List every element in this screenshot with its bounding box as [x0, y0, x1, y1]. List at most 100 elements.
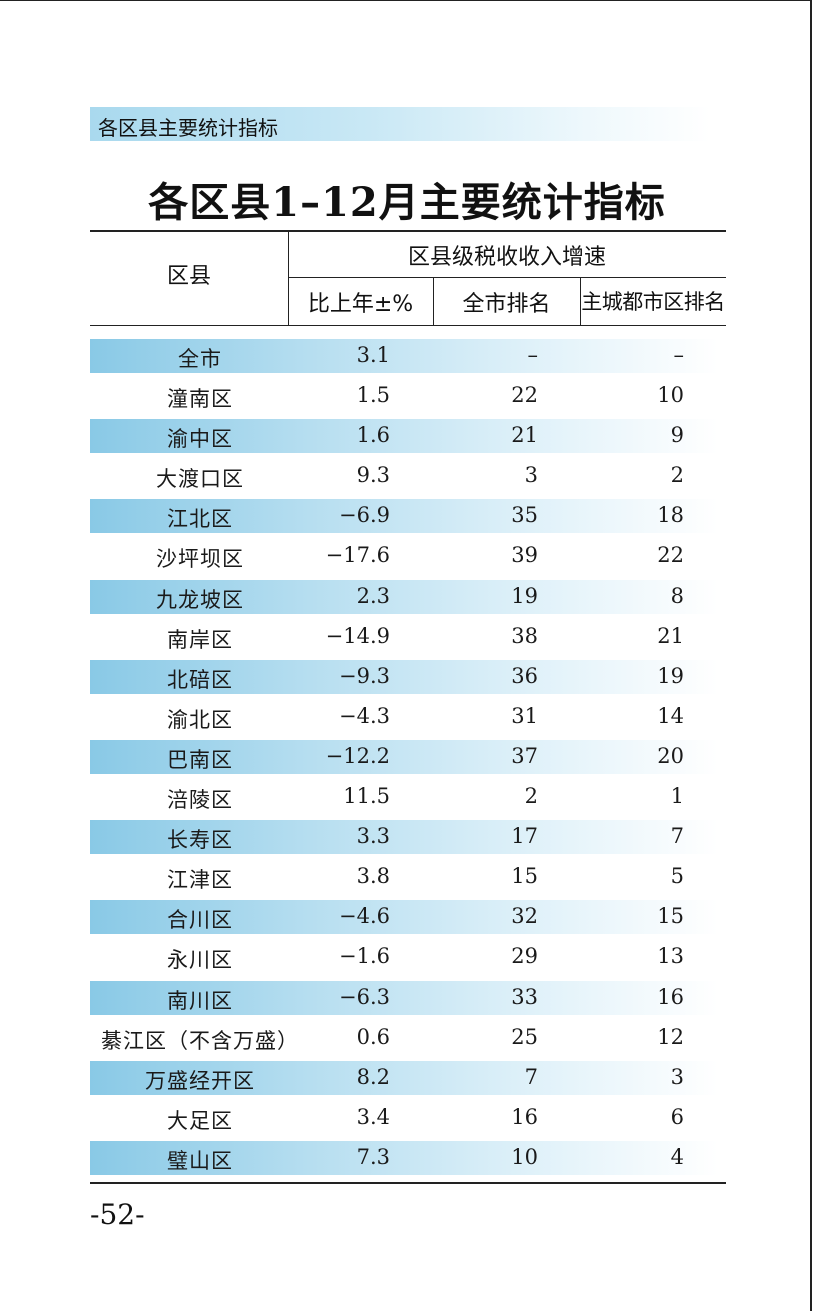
table-row: 江津区 3.8 15 5 — [90, 858, 726, 898]
table-row: 涪陵区 11.5 2 1 — [90, 778, 726, 818]
table-row: 南岸区 −14.9 38 21 — [90, 618, 726, 658]
yoy-percent-cell: −6.3 — [339, 984, 390, 1009]
table-row: 万盛经开区 8.2 7 3 — [90, 1059, 726, 1099]
page-title: 各区县1–12月主要统计指标 — [148, 179, 666, 226]
city-rank-cell: – — [527, 343, 539, 367]
city-rank-cell: 17 — [511, 824, 538, 849]
row-shading-band — [90, 339, 718, 373]
table-row: 全市 3.1 – – — [90, 337, 726, 377]
yoy-percent-cell: −12.2 — [325, 743, 390, 768]
yoy-percent-cell: 3.4 — [356, 1104, 390, 1129]
table-header-vline — [580, 277, 581, 325]
yoy-percent-cell: −4.3 — [339, 703, 390, 728]
yoy-percent-cell: −17.6 — [325, 543, 390, 568]
city-rank-cell: 31 — [511, 703, 538, 728]
city-rank-cell: 33 — [511, 984, 538, 1009]
table-row: 南川区 −6.3 33 16 — [90, 979, 726, 1019]
city-rank-cell: 16 — [511, 1104, 538, 1129]
page-frame-top — [0, 0, 812, 1]
yoy-percent-cell: −6.9 — [339, 503, 390, 528]
county-name-cell: 大足区 — [167, 1108, 233, 1133]
table-top-rule — [90, 230, 726, 232]
header-county: 区县 — [166, 264, 211, 289]
county-name-cell: 綦江区（不含万盛） — [101, 1028, 299, 1053]
row-shading-band — [90, 980, 718, 1015]
county-name-cell: 涪陵区 — [167, 788, 233, 813]
page-number: -52- — [90, 1198, 145, 1231]
county-name-cell: 沙坪坝区 — [156, 547, 244, 572]
yoy-percent-cell: 9.3 — [356, 463, 390, 488]
table-row: 璧山区 7.3 10 4 — [90, 1139, 726, 1179]
yoy-percent-cell: 1.5 — [356, 383, 390, 408]
main-urban-rank-cell: 13 — [657, 944, 684, 969]
header-tax-growth-group: 区县级税收收入增速 — [407, 245, 606, 270]
table-body: 全市 3.1– – 潼南区 1.5 22 10 渝中区 1.6 21 9 大渡口区 9.3 3 2 江北区 −6… — [90, 337, 726, 1179]
table-row: 北碚区 −9.3 36 19 — [90, 658, 726, 698]
table-bottom-rule — [90, 1182, 726, 1184]
yoy-percent-cell: 7.3 — [356, 1144, 390, 1169]
main-urban-rank-cell: 15 — [657, 904, 684, 929]
city-rank-cell: 29 — [511, 944, 538, 969]
county-name-cell: 璧山区 — [167, 1148, 233, 1173]
county-name-cell: 万盛经开区 — [145, 1068, 255, 1093]
row-shading-band — [90, 1060, 718, 1095]
county-name-cell: 渝北区 — [167, 707, 233, 732]
county-name-cell: 北碚区 — [167, 667, 233, 692]
city-rank-cell: 10 — [511, 1144, 538, 1169]
row-shading-band — [90, 1140, 718, 1175]
row-shading-band — [90, 659, 718, 694]
county-name-cell: 南岸区 — [167, 627, 233, 652]
yoy-percent-cell: 2.3 — [356, 583, 390, 608]
table-row: 潼南区 1.5 22 10 — [90, 377, 726, 417]
row-shading-band — [90, 499, 718, 534]
table-row: 长寿区 3.3 17 7 — [90, 818, 726, 858]
row-shading-band — [90, 419, 718, 454]
city-rank-cell: 15 — [511, 864, 538, 889]
table-header-vline — [288, 231, 289, 325]
main-urban-rank-cell: 3 — [670, 1064, 684, 1089]
main-urban-rank-cell: 19 — [657, 663, 684, 688]
table-header-bottom-rule — [90, 325, 726, 326]
yoy-percent-cell: 8.2 — [356, 1064, 390, 1089]
county-name-cell: 合川区 — [167, 908, 233, 933]
row-shading-band — [90, 739, 718, 774]
table-row: 沙坪坝区 −17.6 39 22 — [90, 537, 726, 577]
table-row: 永川区 −1.6 29 13 — [90, 938, 726, 978]
city-rank-cell: 35 — [511, 503, 538, 528]
main-urban-rank-cell: 21 — [657, 623, 684, 648]
county-name-cell: 巴南区 — [167, 747, 233, 772]
table-row: 大足区 3.4 16 6 — [90, 1099, 726, 1139]
county-name-cell: 九龙坡区 — [156, 587, 244, 612]
section-banner-text: 各区县主要统计指标 — [98, 116, 278, 140]
table-row: 巴南区 −12.2 37 20 — [90, 738, 726, 778]
county-name-cell: 潼南区 — [167, 387, 233, 412]
main-urban-rank-cell: 22 — [657, 543, 684, 568]
yoy-percent-cell: 1.6 — [356, 423, 390, 448]
row-shading-band — [90, 579, 718, 614]
main-urban-rank-cell: 6 — [670, 1104, 684, 1129]
yoy-percent-cell: 3.3 — [356, 824, 390, 849]
table-row: 合川区 −4.6 32 15 — [90, 898, 726, 938]
main-urban-rank-cell: 9 — [670, 423, 684, 448]
yoy-percent-cell: 11.5 — [343, 784, 390, 809]
table-row: 大渡口区 9.3 3 2 — [90, 457, 726, 497]
yoy-percent-cell: −14.9 — [325, 623, 390, 648]
main-urban-rank-cell: 10 — [657, 383, 684, 408]
county-name-cell: 永川区 — [167, 948, 233, 973]
city-rank-cell: 38 — [511, 623, 538, 648]
main-urban-rank-cell: 7 — [670, 824, 684, 849]
header-city-rank: 全市排名 — [462, 292, 551, 317]
county-name-cell: 南川区 — [167, 988, 233, 1013]
main-urban-rank-cell: 1 — [670, 784, 684, 809]
county-name-cell: 渝中区 — [167, 427, 233, 452]
yoy-percent-cell: −4.6 — [339, 904, 390, 929]
header-yoy-percent: 比上年±% — [307, 292, 414, 317]
city-rank-cell: 39 — [511, 543, 538, 568]
city-rank-cell: 7 — [524, 1064, 538, 1089]
city-rank-cell: 3 — [524, 463, 538, 488]
main-urban-rank-cell: – — [673, 343, 685, 367]
main-urban-rank-cell: 5 — [670, 864, 684, 889]
main-urban-rank-cell: 16 — [657, 984, 684, 1009]
county-name-cell: 长寿区 — [167, 828, 233, 853]
county-name-cell: 全市 — [178, 347, 222, 371]
